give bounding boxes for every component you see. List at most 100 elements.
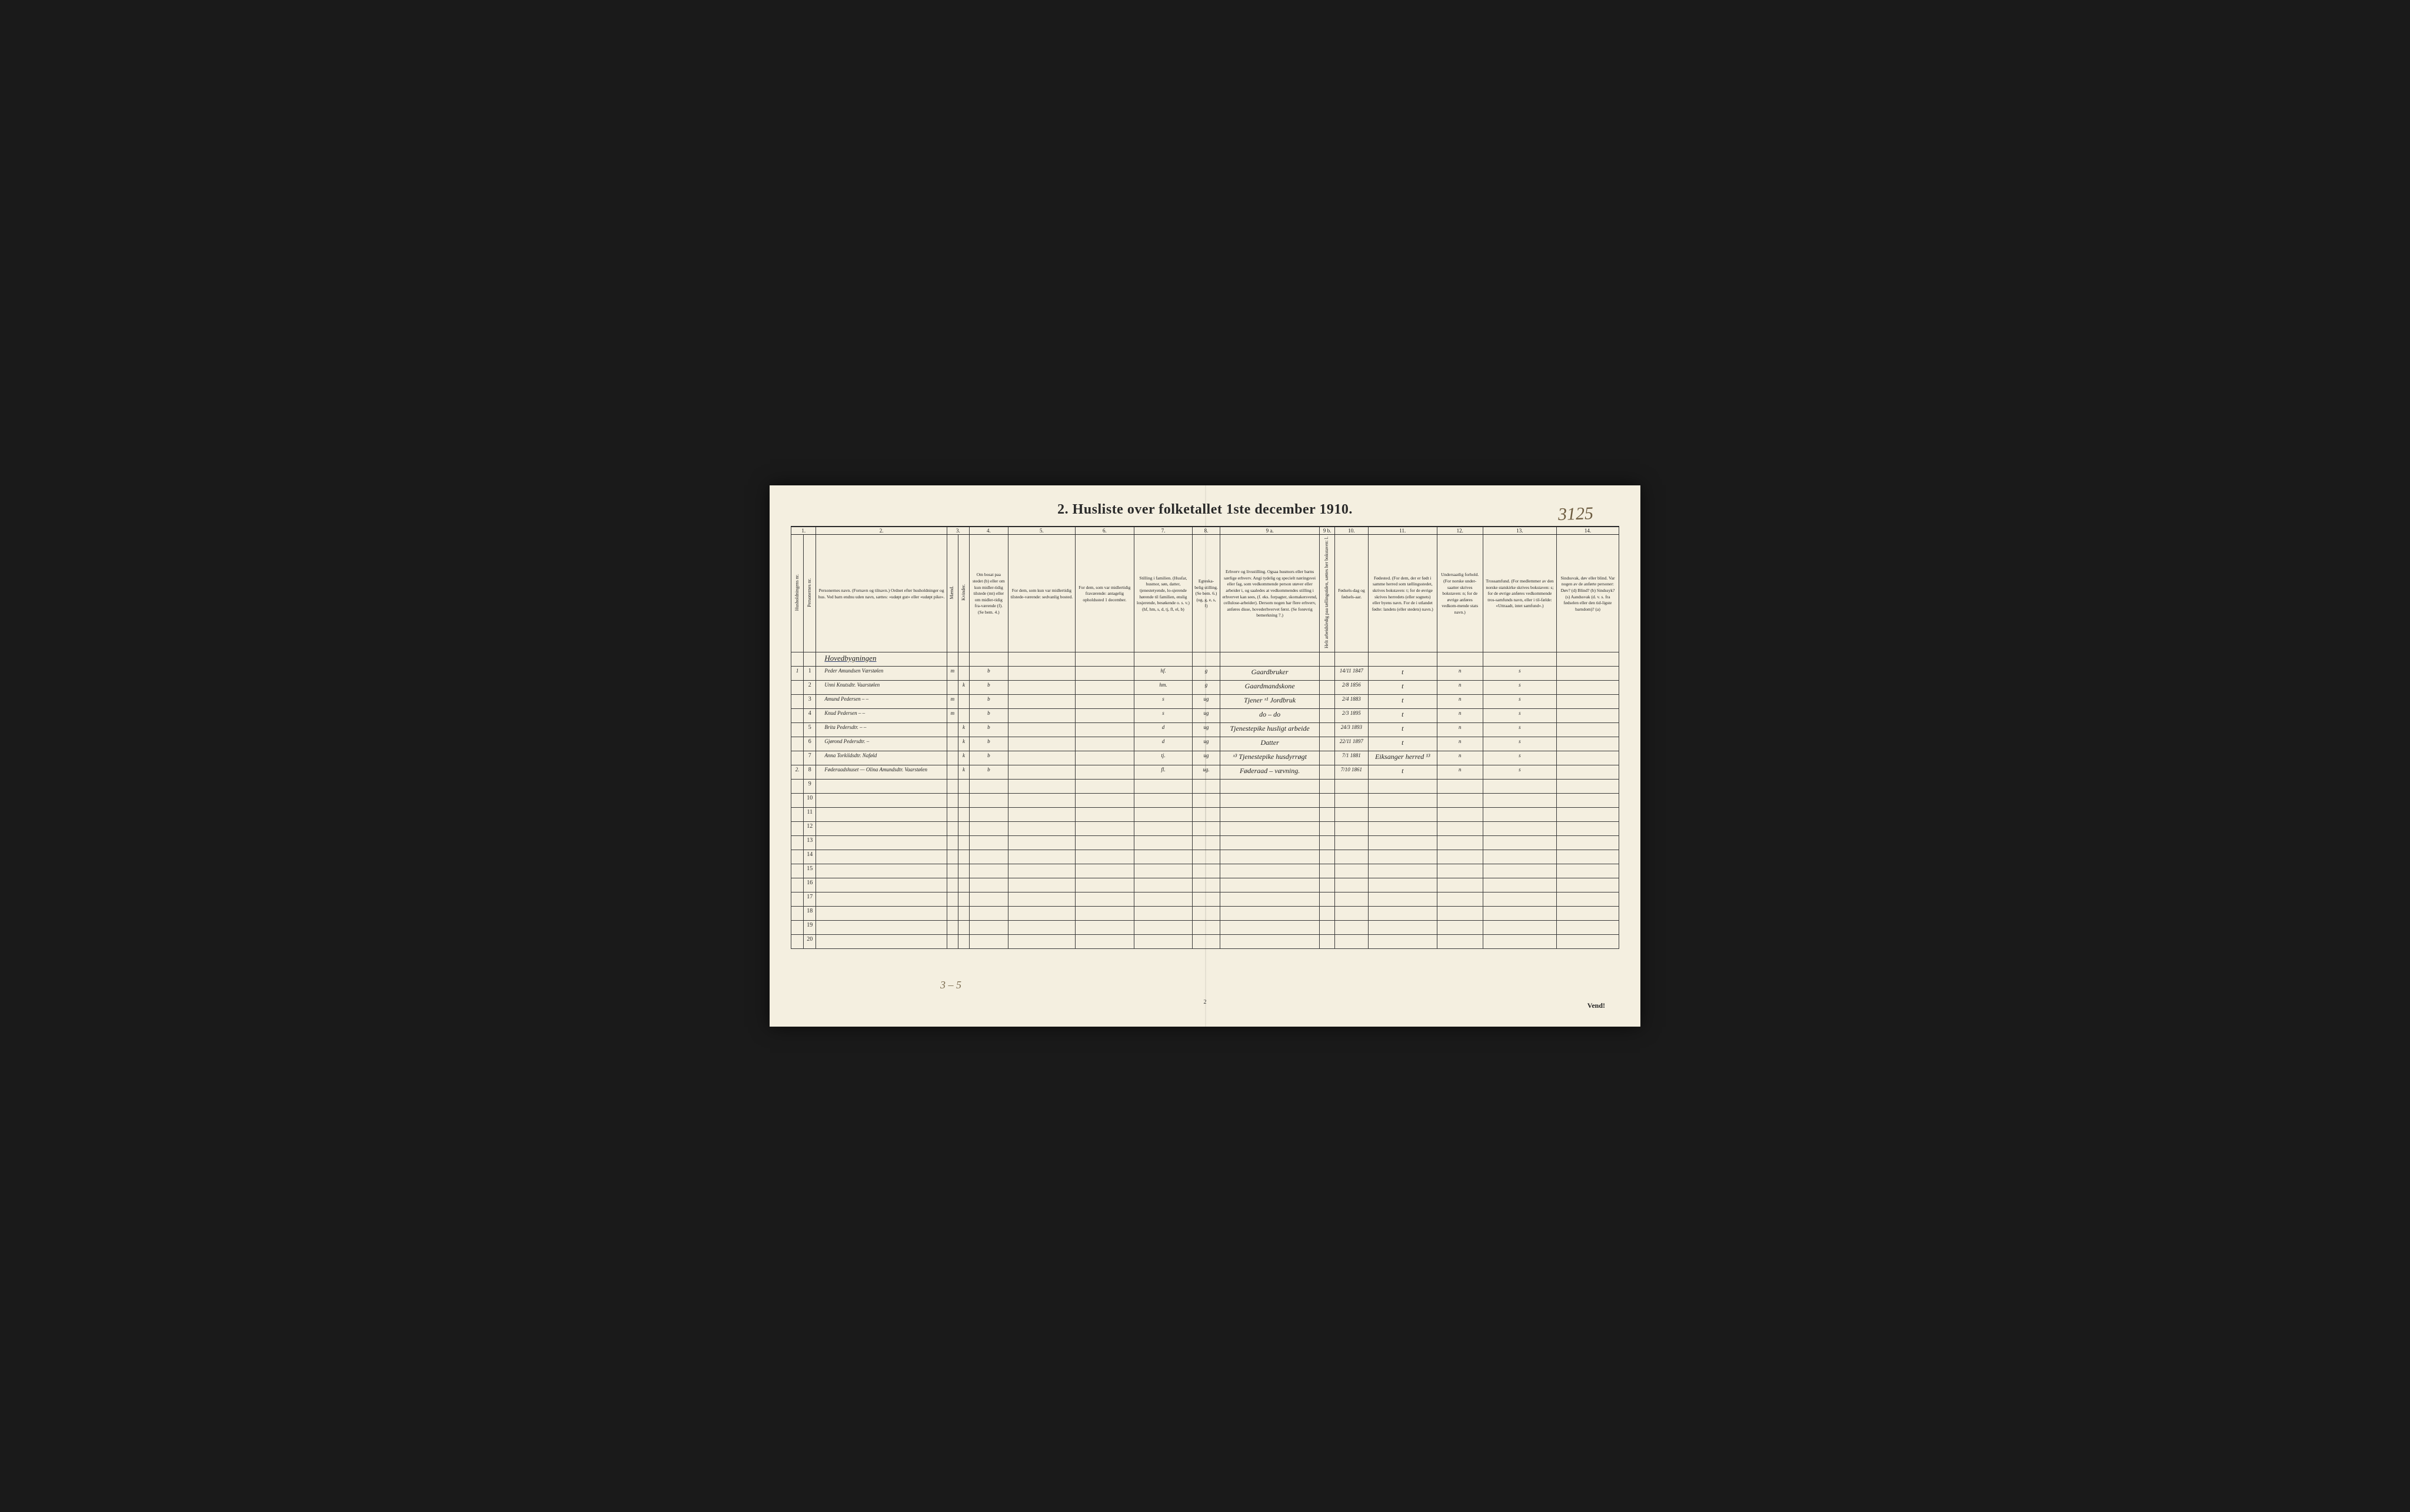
cell-rownum: 3 bbox=[804, 694, 816, 708]
cell-hhno bbox=[791, 850, 804, 864]
cell-erhverv bbox=[1220, 934, 1320, 948]
cell-erhverv: Tjenestepike husligt arbeide bbox=[1220, 722, 1320, 737]
cell-rownum: 19 bbox=[804, 920, 816, 934]
col-navn: Personernes navn. (Fornavn og tilnavn.) … bbox=[816, 535, 947, 652]
table-row: 11 bbox=[791, 807, 1619, 821]
cell-hhno: 2. bbox=[791, 765, 804, 779]
cell-erhverv bbox=[1220, 821, 1320, 835]
cell-rownum: 16 bbox=[804, 878, 816, 892]
section-heading-row: Hovedbygningen bbox=[791, 652, 1619, 666]
cell-fodested bbox=[1369, 835, 1437, 850]
cell-name: Unni Knutsdtr. Vaarstølen bbox=[816, 680, 947, 694]
cell-erhverv: Gaardbruker bbox=[1220, 666, 1320, 680]
table-row: 3Amund Pedersen – –mbsugTjener ˣ¹ Jordbr… bbox=[791, 694, 1619, 708]
cell-fodested: t bbox=[1369, 737, 1437, 751]
cell-hhno bbox=[791, 835, 804, 850]
cell-erhverv bbox=[1220, 835, 1320, 850]
cell-fodested bbox=[1369, 793, 1437, 807]
cell-hhno bbox=[791, 793, 804, 807]
col-fodested: Fødested. (For dem, der er født i samme … bbox=[1369, 535, 1437, 652]
cell-name: Anna Torkildsdtr. Naføld bbox=[816, 751, 947, 765]
table-row: 5Brita Pedersdtr. – –kbdugTjenestepike h… bbox=[791, 722, 1619, 737]
cell-rownum: 2 bbox=[804, 680, 816, 694]
table-row: 9 bbox=[791, 779, 1619, 793]
table-row: 17 bbox=[791, 892, 1619, 906]
census-table: 1.2.3.4.5.6.7.8.9 a.9 b.10.11.12.13.14. … bbox=[791, 526, 1619, 949]
pencil-annotation: 3 – 5 bbox=[940, 979, 961, 991]
cell-fodsel: 2/8 1856 bbox=[1334, 680, 1368, 694]
cell-fodested bbox=[1369, 821, 1437, 835]
cell-rownum: 1 bbox=[804, 666, 816, 680]
cell-fodested bbox=[1369, 934, 1437, 948]
cell-fodsel bbox=[1334, 864, 1368, 878]
cell-hhno bbox=[791, 680, 804, 694]
table-row: 11Peder Amundsen Værstølenmbhf.gGaardbru… bbox=[791, 666, 1619, 680]
cell-hhno bbox=[791, 821, 804, 835]
cell-fodested bbox=[1369, 850, 1437, 864]
cell-erhverv bbox=[1220, 878, 1320, 892]
table-row: 19 bbox=[791, 920, 1619, 934]
cell-fodested: t bbox=[1369, 694, 1437, 708]
footer-vend: Vend! bbox=[1587, 1001, 1605, 1010]
cell-name bbox=[816, 864, 947, 878]
cell-hhno: 1 bbox=[791, 666, 804, 680]
cell-erhverv bbox=[1220, 850, 1320, 864]
cell-rownum: 6 bbox=[804, 737, 816, 751]
cell-hhno bbox=[791, 751, 804, 765]
cell-fodsel bbox=[1334, 850, 1368, 864]
cell-erhverv: Føderaad – vævning. bbox=[1220, 765, 1320, 779]
cell-fodested: t bbox=[1369, 722, 1437, 737]
cell-erhverv bbox=[1220, 892, 1320, 906]
cell-name bbox=[816, 906, 947, 920]
col-sindssvak: Sindssvak, døv eller blind. Var nogen av… bbox=[1556, 535, 1619, 652]
cell-hhno bbox=[791, 807, 804, 821]
cell-fodested bbox=[1369, 878, 1437, 892]
cell-rownum: 9 bbox=[804, 779, 816, 793]
col-person-nr: Personernes nr. bbox=[804, 535, 816, 652]
col-undersaat: Undersaatlig forhold. (For norske under-… bbox=[1437, 535, 1483, 652]
table-row: 4Knud Pedersen – –mbsugdo – do2/3 1895tn… bbox=[791, 708, 1619, 722]
cell-erhverv bbox=[1220, 920, 1320, 934]
cell-fodsel: 2/3 1895 bbox=[1334, 708, 1368, 722]
cell-name: Føderaadshuset — Olina Amundsdtr. Vaarst… bbox=[816, 765, 947, 779]
cell-name: Gjørond Pedersdtr. – bbox=[816, 737, 947, 751]
column-number: 9 b. bbox=[1320, 527, 1334, 535]
column-number: 11. bbox=[1369, 527, 1437, 535]
cell-name: Amund Pedersen – – bbox=[816, 694, 947, 708]
cell-name bbox=[816, 892, 947, 906]
table-body: Hovedbygningen11Peder Amundsen Værstølen… bbox=[791, 652, 1619, 948]
table-row: 2Unni Knutsdtr. Vaarstølenkbhm.gGaardman… bbox=[791, 680, 1619, 694]
cell-fodsel bbox=[1334, 807, 1368, 821]
cell-fodsel: 2/4 1883 bbox=[1334, 694, 1368, 708]
cell-hhno bbox=[791, 864, 804, 878]
cell-hhno bbox=[791, 694, 804, 708]
cell-rownum: 11 bbox=[804, 807, 816, 821]
cell-rownum: 17 bbox=[804, 892, 816, 906]
cell-fodsel: 7/1 1881 bbox=[1334, 751, 1368, 765]
col-midl-tilstede: For dem, som kun var midlertidig tilsted… bbox=[1008, 535, 1075, 652]
cell-erhverv: Datter bbox=[1220, 737, 1320, 751]
cell-fodsel bbox=[1334, 835, 1368, 850]
cell-hhno bbox=[791, 722, 804, 737]
cell-hhno bbox=[791, 920, 804, 934]
page-title: 2. Husliste over folketallet 1ste decemb… bbox=[791, 502, 1619, 518]
col-kjon-k: Kvinder. bbox=[958, 535, 969, 652]
cell-name bbox=[816, 779, 947, 793]
cell-rownum: 10 bbox=[804, 793, 816, 807]
cell-rownum: 14 bbox=[804, 850, 816, 864]
cell-fodsel bbox=[1334, 934, 1368, 948]
cell-rownum: 8 bbox=[804, 765, 816, 779]
cell-name bbox=[816, 920, 947, 934]
col-familiestilling: Stilling i familien. (Husfar, husmor, sø… bbox=[1134, 535, 1193, 652]
column-number: 12. bbox=[1437, 527, 1483, 535]
cell-hhno bbox=[791, 737, 804, 751]
col-fodselsaar: Fødsels-dag og fødsels-aar. bbox=[1334, 535, 1368, 652]
column-number: 1. bbox=[791, 527, 816, 535]
column-number: 8. bbox=[1193, 527, 1220, 535]
cell-fodested bbox=[1369, 920, 1437, 934]
cell-erhverv bbox=[1220, 807, 1320, 821]
cell-fodsel bbox=[1334, 878, 1368, 892]
cell-fodested: Eiksanger herred ¹³ bbox=[1369, 751, 1437, 765]
cell-fodested: t bbox=[1369, 666, 1437, 680]
cell-erhverv bbox=[1220, 906, 1320, 920]
